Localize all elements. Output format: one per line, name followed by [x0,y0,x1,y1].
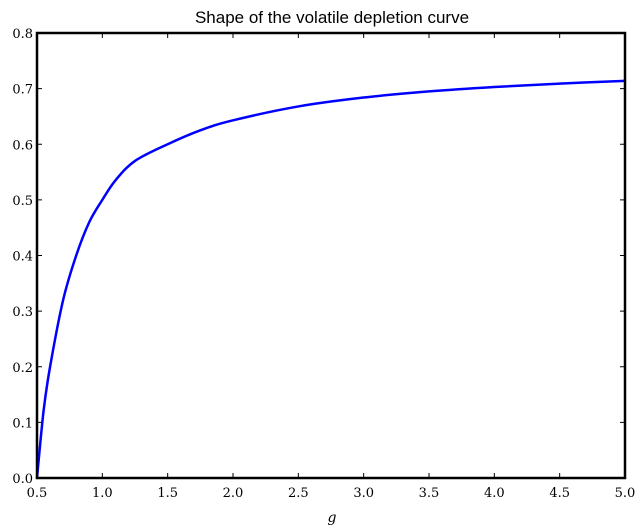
x-tick-label: 3.5 [419,486,440,501]
series-line [35,79,627,480]
x-tick-label: 4.0 [484,486,505,501]
x-tick-label: 1.5 [157,486,178,501]
y-tick-label: 0.1 [12,416,33,431]
y-tick-label: 0.3 [12,305,33,320]
x-tick-label: 3.0 [353,486,374,501]
x-axis-label: g [328,510,337,526]
x-tick-label: 0.5 [27,486,48,501]
y-axis: 0.0 0.1 0.2 0.3 0.4 0.5 0.6 0.7 0.8 [12,27,625,487]
x-axis: 0.5 1.0 1.5 2.0 2.5 3.0 3.5 4.0 4.5 5.0 [27,33,636,501]
x-tick-label: 4.5 [549,486,570,501]
chart-title: Shape of the volatile depletion curve [195,8,469,27]
y-tick-label: 0.4 [12,250,33,265]
y-tick-label: 0.5 [12,194,33,209]
plot-frame [35,31,627,480]
x-tick-label: 2.5 [288,486,309,501]
x-tick-label: 2.0 [223,486,244,501]
y-tick-label: 0.7 [12,83,33,98]
y-tick-label: 0.2 [12,361,33,376]
y-tick-label: 0.8 [12,27,33,42]
x-tick-label: 1.0 [92,486,113,501]
y-tick-label: 0.0 [12,472,33,487]
y-tick-label: 0.6 [12,138,33,153]
x-tick-label: 5.0 [615,486,636,501]
